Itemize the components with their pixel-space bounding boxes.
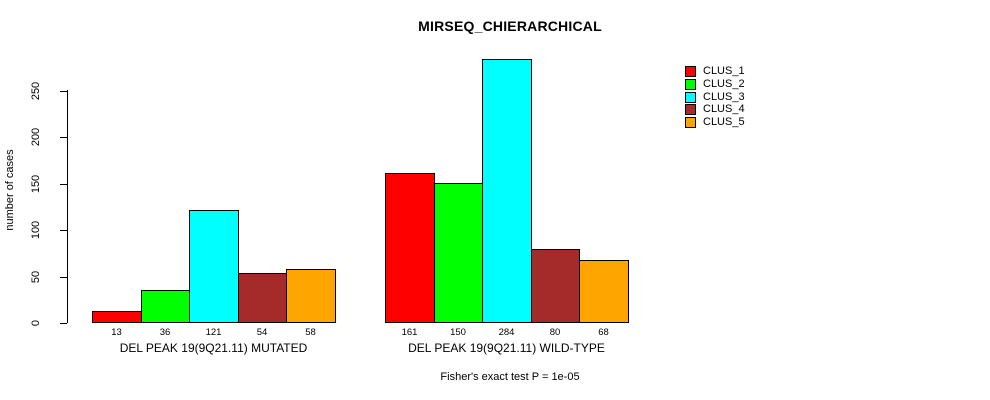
x-category-label: DEL PEAK 19(9Q21.11) MUTATED — [119, 341, 308, 355]
y-axis-line — [67, 90, 68, 323]
y-tick — [60, 277, 67, 278]
y-tick-label: 250 — [30, 81, 42, 101]
legend-label-clus_2: CLUS_2 — [703, 78, 745, 90]
legend-label-clus_3: CLUS_3 — [703, 91, 745, 103]
bar-clus_1 — [92, 311, 142, 323]
bar-clus_3 — [189, 210, 239, 323]
bar-value-label: 36 — [159, 327, 171, 338]
x-category-label: DEL PEAK 19(9Q21.11) WILD-TYPE — [408, 341, 605, 355]
bar-value-label: 121 — [205, 327, 222, 338]
y-tick — [60, 137, 67, 138]
legend-label-clus_1: CLUS_1 — [703, 65, 745, 77]
bar-value-label: 54 — [256, 327, 268, 338]
legend-label-clus_5: CLUS_5 — [703, 116, 745, 128]
legend-swatch-clus_4 — [685, 104, 696, 115]
bar-value-label: 150 — [450, 327, 466, 338]
y-tick-label: 0 — [30, 319, 42, 327]
bar-clus_3 — [482, 59, 532, 323]
y-tick-label: 100 — [30, 220, 42, 240]
bar-value-label: 161 — [401, 327, 418, 338]
bar-clus_5 — [579, 260, 629, 323]
y-tick — [60, 91, 67, 92]
bar-clus_4 — [531, 249, 580, 323]
bar-value-label: 284 — [498, 327, 515, 338]
legend-swatch-clus_2 — [685, 79, 696, 90]
bar-clus_2 — [141, 290, 190, 323]
legend-label-clus_4: CLUS_4 — [703, 103, 745, 115]
bar-clus_4 — [238, 273, 287, 323]
chart-title: MIRSEQ_CHIERARCHICAL — [418, 18, 602, 34]
legend-swatch-clus_3 — [685, 92, 696, 103]
legend-swatch-clus_5 — [685, 117, 696, 128]
bar-clus_2 — [434, 183, 483, 323]
y-tick-label: 50 — [30, 270, 42, 284]
y-tick — [60, 323, 67, 324]
bar-clus_5 — [286, 269, 336, 323]
y-tick — [60, 230, 67, 231]
y-tick-label: 200 — [30, 127, 42, 147]
legend-swatch-clus_1 — [685, 66, 696, 77]
y-axis-label: number of cases — [4, 149, 16, 231]
bar-value-label: 58 — [305, 327, 316, 338]
bar-clus_1 — [385, 173, 435, 323]
bar-value-label: 68 — [598, 327, 609, 338]
y-tick — [60, 184, 67, 185]
bar-value-label: 13 — [111, 327, 122, 338]
bar-value-label: 80 — [549, 327, 561, 338]
caption-fishers-test: Fisher's exact test P = 1e-05 — [440, 371, 580, 383]
y-tick-label: 150 — [30, 174, 42, 194]
